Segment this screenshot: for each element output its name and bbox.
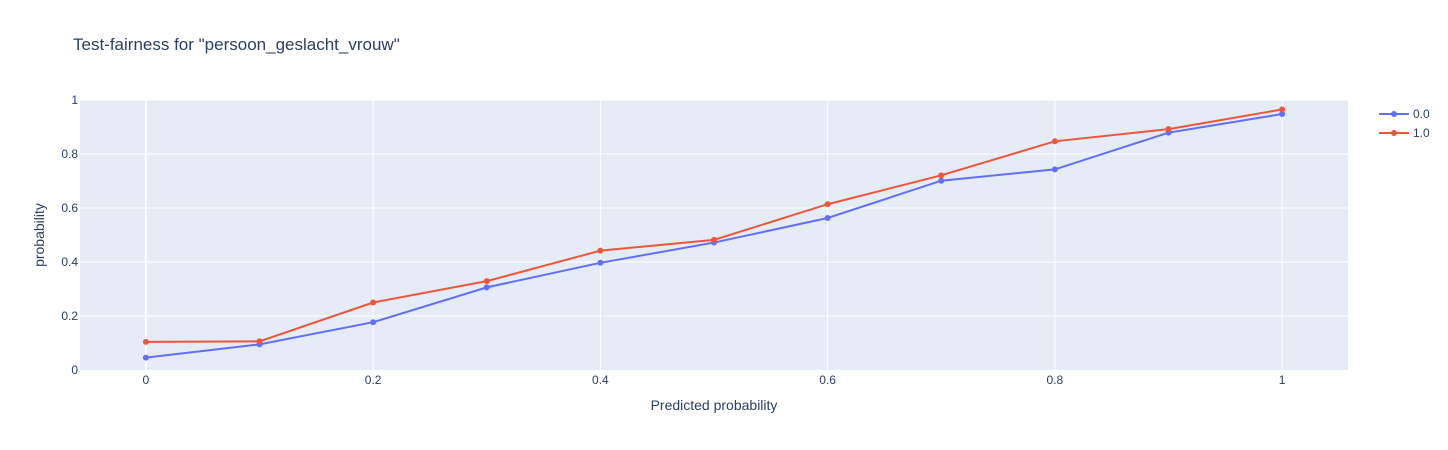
data-point[interactable] — [597, 259, 604, 266]
data-point[interactable] — [142, 354, 149, 361]
data-point[interactable] — [824, 201, 831, 208]
grid-lines — [80, 99, 1348, 370]
x-tick-label: 1 — [1279, 373, 1286, 387]
data-point[interactable] — [1165, 126, 1172, 133]
data-point[interactable] — [938, 177, 945, 184]
data-point[interactable] — [370, 299, 377, 306]
x-tick-label: 0.2 — [365, 373, 382, 387]
legend-item-0.0[interactable]: 0.0 — [1379, 107, 1430, 121]
legend-swatch-marker — [1391, 130, 1397, 136]
data-point[interactable] — [256, 338, 263, 345]
y-tick-label: 0.2 — [61, 309, 78, 323]
data-point[interactable] — [370, 319, 377, 326]
legend-swatch-marker — [1391, 111, 1397, 117]
data-point[interactable] — [1279, 111, 1286, 118]
y-tick-label: 0.8 — [61, 147, 78, 161]
series-layer — [142, 106, 1286, 361]
y-axis-ticks: 0 0.2 0.4 0.6 0.8 1 — [61, 93, 78, 377]
data-point[interactable] — [1279, 106, 1286, 113]
y-tick-label: 1 — [71, 93, 78, 107]
data-point[interactable] — [711, 236, 717, 243]
series-1.0[interactable] — [142, 106, 1286, 345]
legend-label: 0.0 — [1413, 107, 1430, 121]
x-tick-label: 0 — [143, 373, 150, 387]
x-tick-label: 0.8 — [1047, 373, 1064, 387]
chart-title: Test-fairness for "persoon_geslacht_vrou… — [73, 35, 400, 54]
data-point[interactable] — [824, 214, 831, 221]
x-tick-label: 0.4 — [592, 373, 609, 387]
data-point[interactable] — [142, 338, 149, 345]
legend[interactable]: 0.01.0 — [1379, 107, 1430, 140]
data-point[interactable] — [1051, 138, 1058, 145]
legend-label: 1.0 — [1413, 126, 1430, 140]
y-tick-label: 0.6 — [61, 201, 78, 215]
y-tick-label: 0.4 — [61, 255, 78, 269]
data-point[interactable] — [1051, 166, 1058, 173]
data-point[interactable] — [597, 247, 604, 254]
x-axis-ticks: 0 0.2 0.4 0.6 0.8 1 — [143, 373, 1286, 387]
x-tick-label: 0.6 — [819, 373, 836, 387]
y-tick-label: 0 — [71, 363, 78, 377]
x-axis-title: Predicted probability — [651, 397, 778, 413]
legend-item-1.0[interactable]: 1.0 — [1379, 126, 1430, 140]
data-point[interactable] — [483, 278, 490, 285]
data-point[interactable] — [483, 284, 490, 291]
plot-area — [80, 100, 1348, 370]
y-axis-title: probability — [31, 203, 47, 267]
data-point[interactable] — [938, 172, 945, 179]
